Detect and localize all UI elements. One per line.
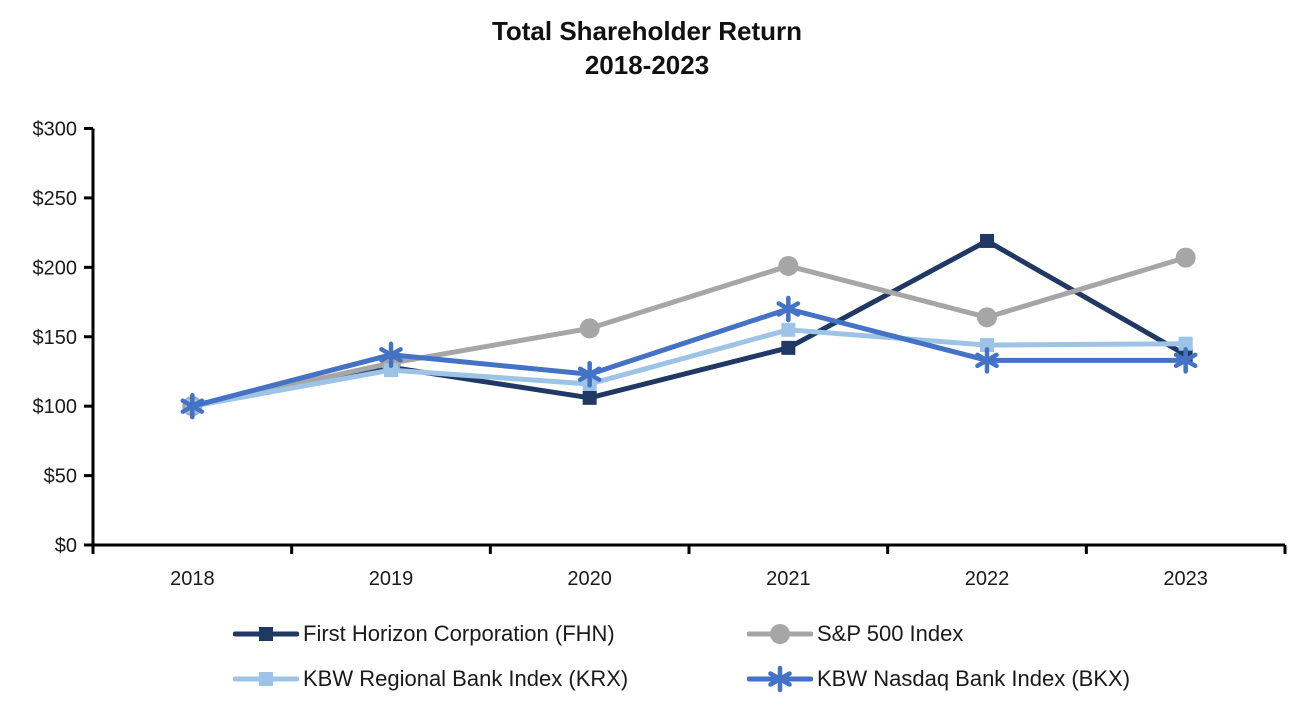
legend-label-krx: KBW Regional Bank Index (KRX) [303, 666, 629, 691]
svg-text:2020: 2020 [567, 568, 612, 590]
chart-title: Total Shareholder Return 2018-2023 [0, 14, 1294, 82]
legend-item-krx: KBW Regional Bank Index (KRX) [232, 665, 629, 693]
legend-item-bkx: KBW Nasdaq Bank Index (BKX) [746, 665, 1131, 693]
svg-text:2021: 2021 [766, 568, 811, 590]
fhn-series-swatch-icon [232, 620, 300, 648]
svg-text:$150: $150 [33, 327, 78, 349]
chart-title-line2: 2018-2023 [584, 50, 710, 80]
legend-label-fhn: First Horizon Corporation (FHN) [303, 621, 615, 646]
svg-text:2023: 2023 [1163, 568, 1208, 590]
legend-item-sp500: S&P 500 Index [746, 620, 964, 648]
krx-series-swatch-icon [232, 665, 300, 693]
svg-text:$50: $50 [44, 466, 77, 488]
svg-text:$250: $250 [33, 188, 78, 210]
svg-text:$100: $100 [33, 396, 78, 418]
svg-text:$300: $300 [33, 119, 78, 141]
svg-text:2018: 2018 [170, 568, 215, 590]
bkx-series-swatch-icon [746, 665, 814, 693]
svg-text:$0: $0 [55, 535, 77, 557]
svg-text:$200: $200 [33, 257, 78, 279]
tsr-line-chart: $0 $50 $100 $150 $200 $250 $300 2018 2019 2020 202… [33, 119, 1287, 590]
chart-title-line1: Total Shareholder Return [491, 16, 803, 46]
sp500-series-swatch-icon [746, 620, 814, 648]
svg-text:2022: 2022 [965, 568, 1010, 590]
svg-text:2019: 2019 [369, 568, 414, 590]
legend-label-sp500: S&P 500 Index [817, 621, 964, 646]
legend-item-fhn: First Horizon Corporation (FHN) [232, 620, 615, 648]
legend-label-bkx: KBW Nasdaq Bank Index (BKX) [817, 666, 1131, 691]
